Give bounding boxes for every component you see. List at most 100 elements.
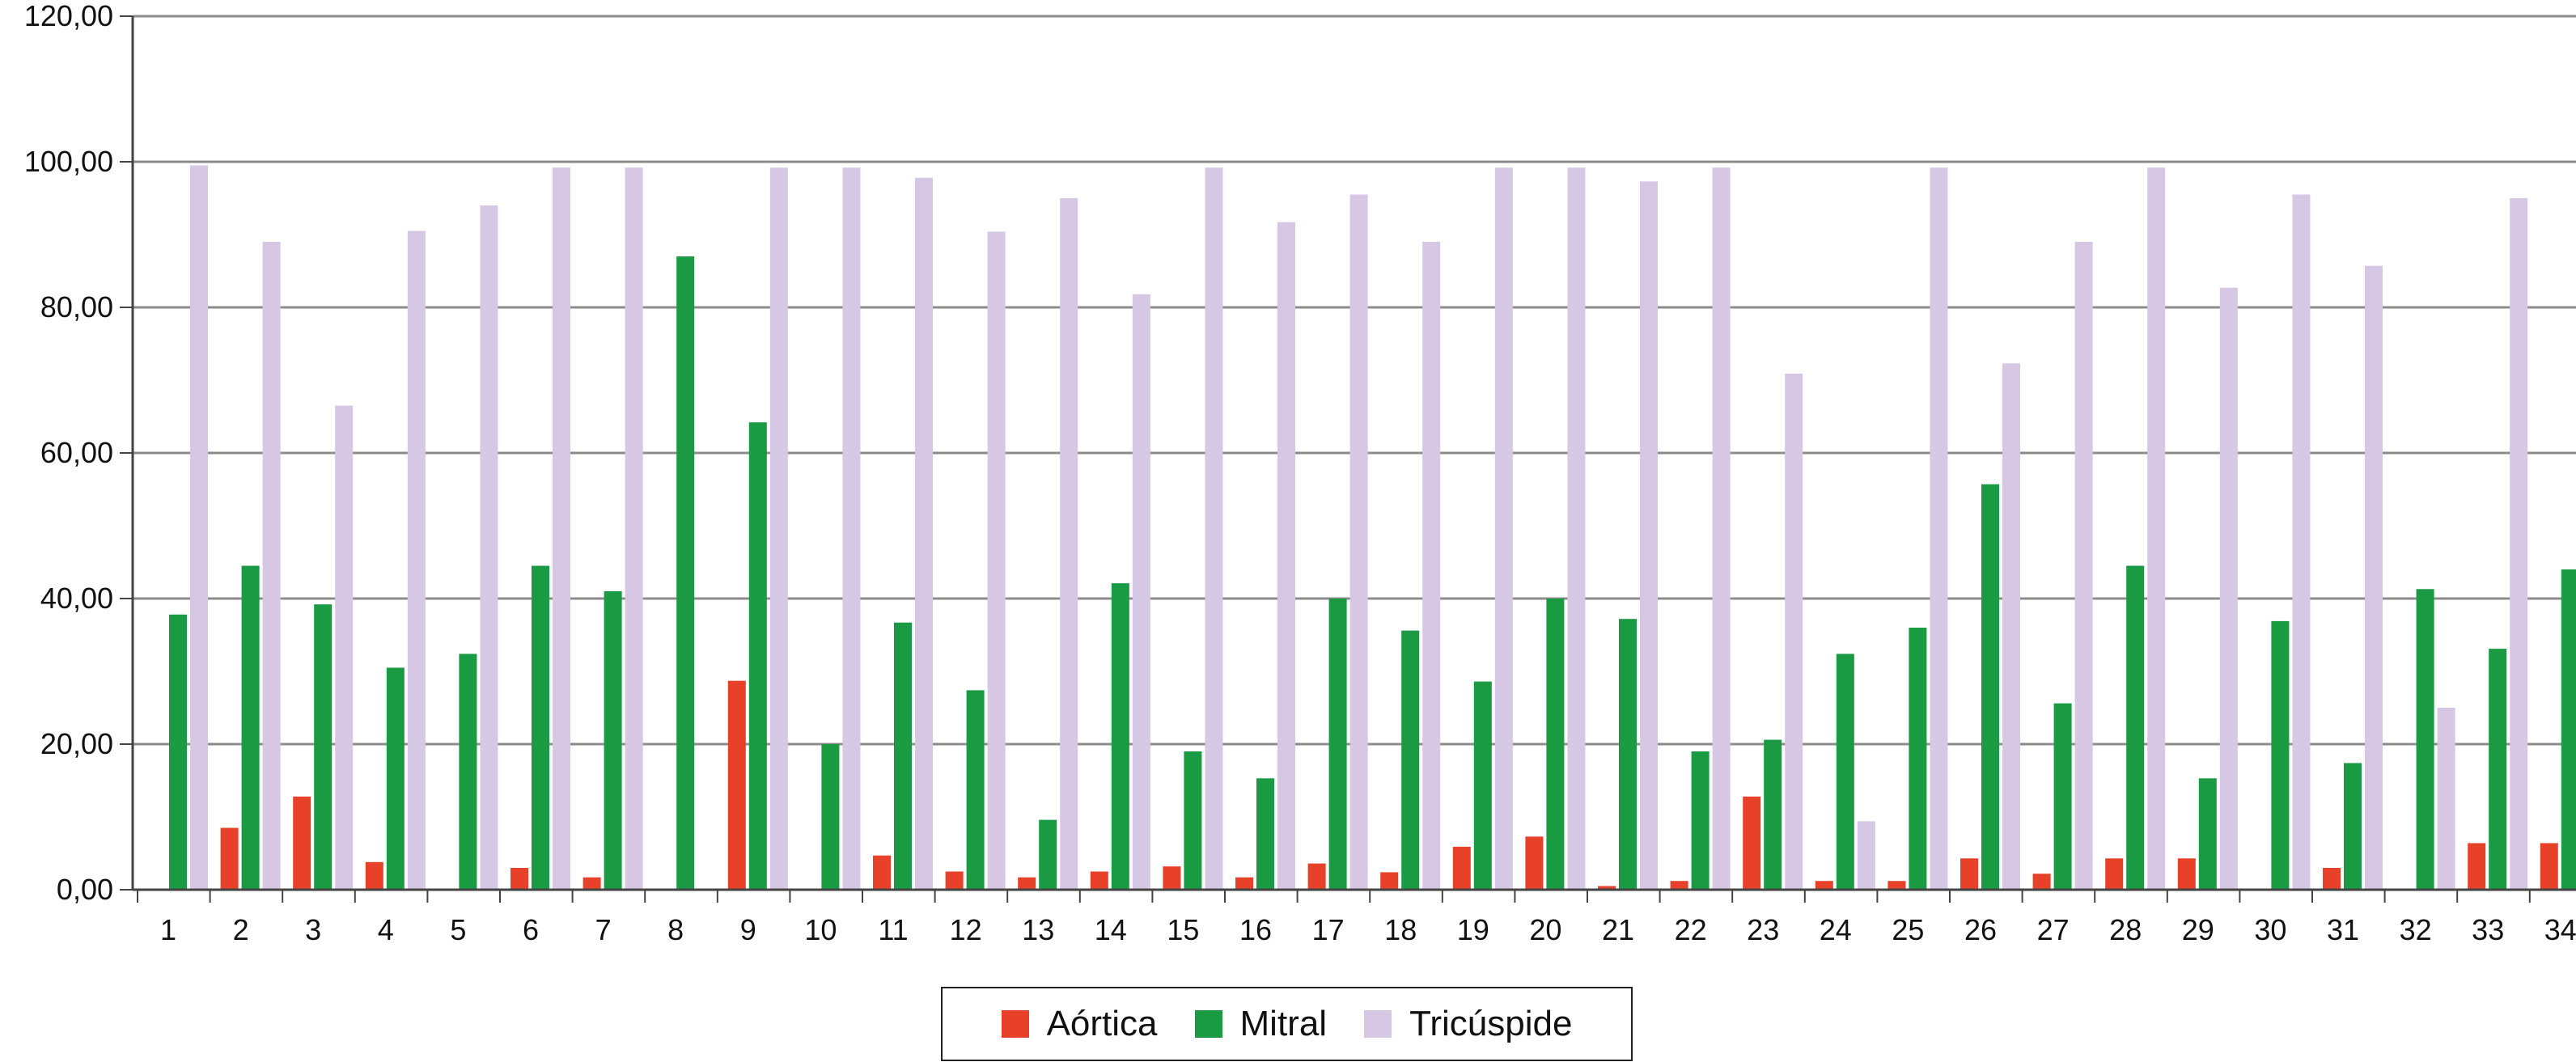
bar-tricuspide-13 bbox=[1060, 198, 1078, 890]
bars bbox=[169, 165, 2576, 891]
legend-swatch-mitral bbox=[1194, 1010, 1222, 1038]
x-tick-label: 11 bbox=[878, 913, 908, 946]
bar-aortica-33 bbox=[2468, 843, 2486, 890]
y-tick-label: 120,00 bbox=[24, 0, 113, 32]
x-tick-label: 3 bbox=[305, 913, 321, 946]
legend: Aórtica Mitral Tricúspide bbox=[941, 987, 1633, 1061]
bar-tricuspide-5 bbox=[480, 205, 498, 890]
y-axis: 0,00 20,00 40,00 60,00 80,00 100,00 120,00 bbox=[24, 0, 134, 906]
x-tick-label: 22 bbox=[1675, 913, 1707, 946]
bar-mitral-23 bbox=[1764, 739, 1782, 890]
legend-label-mitral: Mitral bbox=[1239, 1004, 1328, 1043]
x-tick-label: 21 bbox=[1602, 913, 1634, 946]
bar-aortica-29 bbox=[2177, 858, 2196, 890]
legend-label-aortica: Aórtica bbox=[1046, 1004, 1158, 1043]
bar-tricuspide-18 bbox=[1422, 242, 1441, 890]
bar-aortica-16 bbox=[1235, 877, 1253, 890]
bar-tricuspide-24 bbox=[1857, 821, 1875, 890]
y-tick-label: 0,00 bbox=[57, 873, 113, 906]
bar-tricuspide-7 bbox=[625, 167, 643, 890]
bar-mitral-34 bbox=[2561, 569, 2576, 890]
bar-tricuspide-2 bbox=[262, 242, 281, 890]
bar-mitral-19 bbox=[1473, 681, 1492, 890]
x-tick-label: 17 bbox=[1312, 913, 1345, 946]
bar-tricuspide-23 bbox=[1785, 373, 1803, 890]
bar-mitral-28 bbox=[2126, 565, 2145, 890]
bar-aortica-19 bbox=[1452, 846, 1471, 890]
x-tick-label: 16 bbox=[1239, 913, 1272, 946]
bar-tricuspide-19 bbox=[1494, 167, 1513, 890]
x-tick-label: 31 bbox=[2327, 913, 2359, 946]
bar-aortica-24 bbox=[1815, 881, 1833, 890]
bar-mitral-8 bbox=[676, 256, 695, 890]
bar-tricuspide-20 bbox=[1567, 167, 1586, 890]
bar-mitral-29 bbox=[2198, 778, 2217, 890]
legend-item-tricuspide: Tricúspide bbox=[1364, 1004, 1572, 1044]
bar-tricuspide-25 bbox=[1930, 167, 1948, 890]
bar-aortica-4 bbox=[365, 861, 383, 890]
bar-mitral-21 bbox=[1619, 619, 1637, 890]
bar-tricuspide-26 bbox=[2002, 363, 2020, 890]
bar-tricuspide-17 bbox=[1349, 194, 1368, 890]
x-tick-label: 23 bbox=[1747, 913, 1779, 946]
x-tick-label: 30 bbox=[2254, 913, 2286, 946]
bar-mitral-1 bbox=[169, 614, 187, 890]
legend-swatch-aortica bbox=[1001, 1010, 1029, 1038]
bar-mitral-6 bbox=[532, 565, 549, 890]
x-tick-label: 9 bbox=[740, 913, 756, 946]
bar-mitral-30 bbox=[2271, 620, 2290, 890]
bar-mitral-20 bbox=[1546, 599, 1565, 890]
bar-mitral-16 bbox=[1256, 778, 1274, 890]
bar-aortica-23 bbox=[1743, 796, 1761, 890]
bar-tricuspide-9 bbox=[769, 167, 788, 890]
bar-mitral-27 bbox=[2053, 703, 2072, 890]
bar-mitral-7 bbox=[604, 591, 622, 890]
bar-aortica-13 bbox=[1018, 877, 1036, 890]
bar-mitral-24 bbox=[1836, 654, 1854, 890]
bar-tricuspide-32 bbox=[2437, 708, 2455, 890]
x-axis: 1 2 3 4 5 6 7 8 9 10 11 12 13 14 15 16 17 18 19 20 21 22 23 24 2… bbox=[133, 888, 2576, 946]
bar-aortica-21 bbox=[1598, 886, 1616, 890]
bar-mitral-2 bbox=[241, 565, 260, 890]
bar-tricuspide-27 bbox=[2074, 242, 2093, 890]
bar-tricuspide-16 bbox=[1277, 222, 1295, 890]
bar-aortica-6 bbox=[511, 868, 528, 890]
y-tick-label: 40,00 bbox=[40, 582, 113, 615]
x-tick-label: 32 bbox=[2400, 913, 2432, 946]
bar-aortica-9 bbox=[727, 680, 746, 890]
x-tick-label: 15 bbox=[1167, 913, 1199, 946]
bar-tricuspide-22 bbox=[1712, 167, 1731, 890]
x-tick-label: 1 bbox=[160, 913, 176, 946]
x-tick-label: 33 bbox=[2472, 913, 2504, 946]
bar-mitral-22 bbox=[1691, 751, 1710, 890]
bar-tricuspide-6 bbox=[553, 167, 570, 890]
bar-mitral-26 bbox=[1981, 484, 1999, 890]
x-tick-label: 13 bbox=[1022, 913, 1054, 946]
bar-aortica-27 bbox=[2032, 874, 2051, 890]
y-tick-label: 20,00 bbox=[40, 727, 113, 760]
x-tick-label: 4 bbox=[378, 913, 394, 946]
bar-tricuspide-31 bbox=[2365, 265, 2383, 890]
bar-aortica-20 bbox=[1525, 836, 1544, 890]
legend-label-tricuspide: Tricúspide bbox=[1409, 1004, 1573, 1043]
x-tick-label: 8 bbox=[667, 913, 684, 946]
x-tick-label: 12 bbox=[950, 913, 982, 946]
legend-item-aortica: Aórtica bbox=[1001, 1004, 1158, 1044]
bar-aortica-34 bbox=[2540, 843, 2558, 890]
x-tick-label: 26 bbox=[1964, 913, 1997, 946]
bar-aortica-26 bbox=[1960, 858, 1978, 890]
bar-tricuspide-4 bbox=[407, 231, 426, 890]
y-tick-label: 60,00 bbox=[40, 436, 113, 469]
bar-mitral-10 bbox=[821, 744, 840, 890]
legend-swatch-tricuspide bbox=[1364, 1010, 1392, 1038]
x-tick-label: 20 bbox=[1529, 913, 1561, 946]
bar-tricuspide-21 bbox=[1640, 181, 1658, 891]
bar-mitral-31 bbox=[2344, 763, 2362, 890]
x-tick-label: 27 bbox=[2037, 913, 2070, 946]
bar-aortica-18 bbox=[1380, 872, 1399, 890]
x-tick-label: 25 bbox=[1892, 913, 1924, 946]
x-tick-label: 34 bbox=[2544, 913, 2576, 946]
bar-mitral-4 bbox=[386, 667, 405, 890]
bar-aortica-14 bbox=[1090, 871, 1108, 890]
legend-item-mitral: Mitral bbox=[1194, 1004, 1328, 1044]
